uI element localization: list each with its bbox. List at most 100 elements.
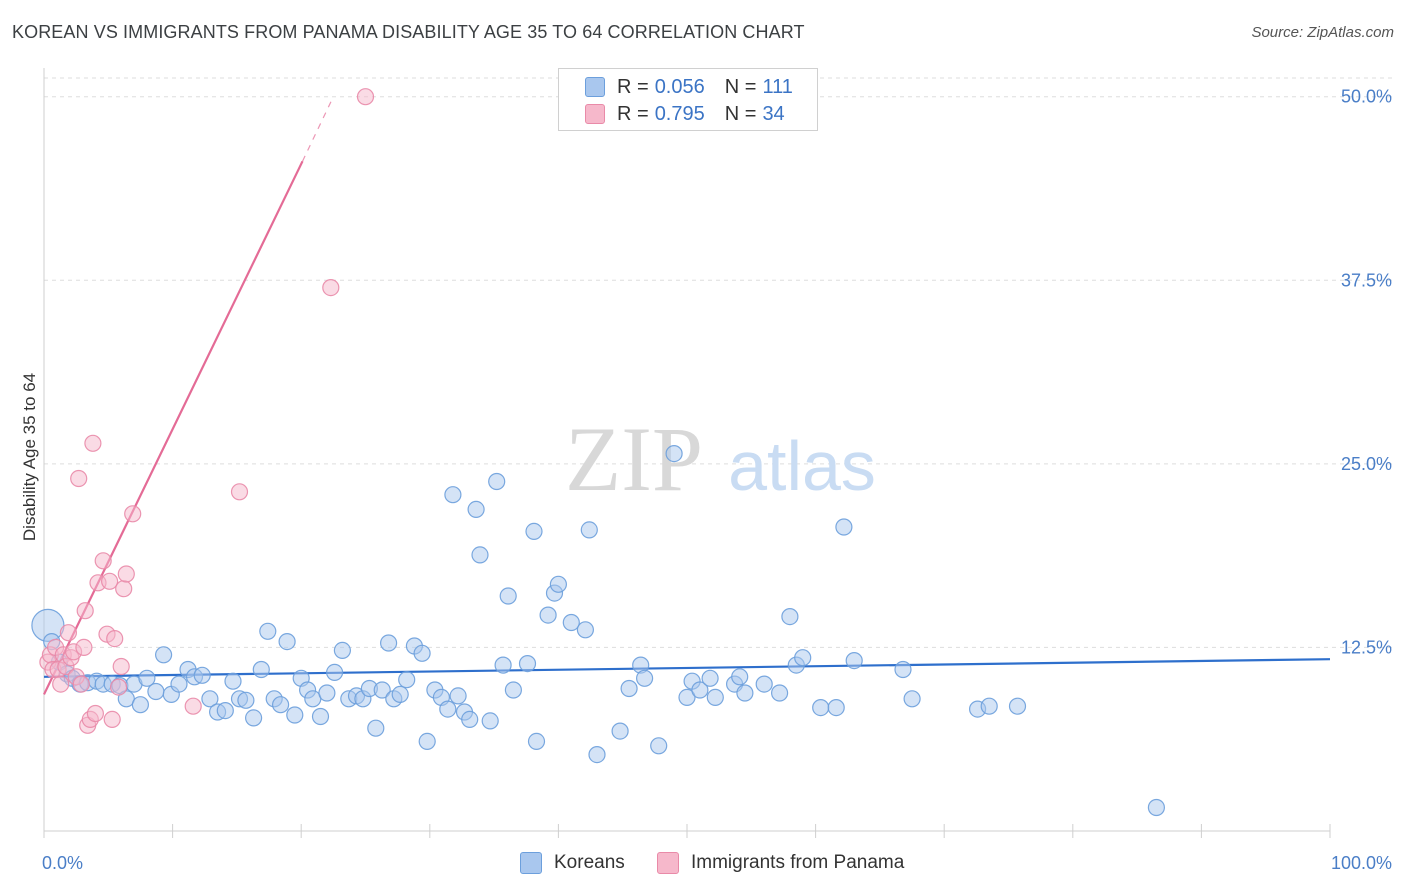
panama-point [75,638,93,657]
panama-point [184,697,202,715]
panama-point [356,88,375,106]
korean-point [678,688,696,707]
x-tick-label: 0.0% [42,853,83,873]
gridlines [44,77,1392,648]
korean-point [635,669,654,687]
korean-point [499,587,517,605]
panama-point [230,483,249,501]
panama-point [112,657,130,676]
panama-point [106,629,124,648]
x-tick-label: 100.0% [1331,853,1392,873]
korean-point [549,575,568,593]
koreans-swatch [585,77,605,97]
korean-point [216,701,234,720]
koreans-n-value: 111 [762,75,793,98]
koreans-r-label: R = [617,75,649,98]
data-points [31,88,1166,817]
legend-item-panama: Immigrants from Panama [657,852,904,874]
korean-point [770,684,789,702]
legend-koreans-swatch [520,852,542,874]
korean-point [539,606,557,624]
panama-point [124,505,142,523]
panama-point [86,704,105,723]
korean-point [147,682,165,701]
korean-point [418,732,436,751]
korean-point [755,675,773,693]
korean-point [380,634,398,652]
y-axis-label: Disability Age 35 to 64 [20,373,39,541]
legend-panama-swatch [657,852,679,874]
panama-point [109,678,128,696]
correlation-legend: R = 0.056 N = 111 R = 0.795 N = 34 [558,68,818,131]
axes [43,68,1331,838]
korean-point [138,669,156,687]
korean-point [326,663,344,682]
korean-point [894,660,912,679]
korean-point [471,546,489,564]
korean-point [611,722,629,740]
korean-point [252,660,270,679]
watermark-atlas: atlas [728,427,876,505]
panama-swatch [585,104,605,124]
korean-point [620,679,638,698]
panama-point [322,279,340,297]
panama-point [103,710,121,729]
panama-r-value: 0.795 [654,102,705,125]
panama-r-label: R = [617,102,649,125]
korean-point [827,698,845,717]
trend-lines [43,96,1331,695]
korean-point [518,654,537,673]
korean-point [845,651,863,670]
korean-point [367,719,385,737]
korean-point [580,521,598,539]
korean-point [439,700,457,718]
panama-point [59,624,78,642]
series-legend: Koreans Immigrants from Panama [0,852,1406,878]
korean-point [373,681,391,699]
legend-panama-label: Immigrants from Panama [691,852,905,873]
korean-point [398,671,416,689]
korean-point [272,696,290,714]
korean-point [193,666,211,684]
korean-point [170,675,188,693]
korean-point [691,681,709,699]
korean-point [286,706,304,724]
y-tick-label: 12.5% [1341,637,1392,657]
panama-point [84,434,102,452]
korean-point [576,621,595,639]
korean-point [237,691,255,709]
korean-point [461,710,479,729]
korean-point [201,690,219,708]
korean-point [665,445,683,463]
panama-trend-extension [301,96,334,162]
korean-point [155,646,173,664]
korean-point [706,688,724,707]
korean-point [224,672,242,690]
korean-point [391,685,409,704]
legend-row-panama: R = 0.795 N = 34 [585,102,785,126]
panama-point [94,552,112,570]
korean-point [903,690,921,708]
korean-point [245,709,263,727]
korean-point [525,522,543,541]
korean-point [980,697,998,715]
korean-point [812,698,830,717]
korean-point [333,641,351,660]
korean-point [449,687,467,705]
y-tick-label: 25.0% [1341,454,1392,474]
korean-point [731,668,749,686]
korean-point [494,656,512,674]
korean-point [467,500,485,518]
panama-point [52,675,70,693]
panama-point [117,565,135,583]
korean-point [1147,798,1166,817]
panama-point [100,572,119,590]
watermark: ZIP atlas [565,408,876,510]
legend-koreans-label: Koreans [554,852,625,873]
korean-point [259,622,277,640]
korean-point [736,684,754,702]
korean-point [650,737,668,755]
tick-labels: 12.5% 25.0% 37.5% 50.0% 0.0% 100.0% [42,87,1392,873]
korean-point [781,607,799,626]
korean-point [311,707,330,726]
